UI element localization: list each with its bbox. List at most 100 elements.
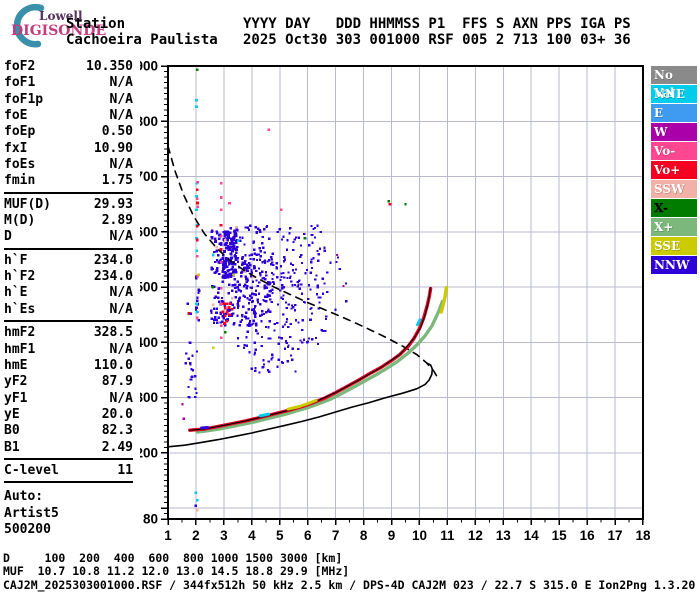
nnw-trace-segment xyxy=(200,426,210,430)
ionogram-svg: 9008007006005004003002008012345678910111… xyxy=(135,59,651,544)
spread-f-cloud-main xyxy=(220,300,223,303)
spread-f-cloud-left xyxy=(184,362,187,365)
spread-f-cloud-mid xyxy=(250,323,253,326)
spread-f-cloud-main xyxy=(215,259,219,262)
spread-f-cloud-upper xyxy=(304,272,307,275)
spread-f-cloud-mid xyxy=(292,306,295,309)
spread-f-sparse-below xyxy=(253,351,257,354)
spread-f-cloud-upper xyxy=(316,286,319,289)
param-label: fmin xyxy=(4,173,36,189)
strip-2mhz-blue xyxy=(198,289,201,293)
spread-f-cloud-upper xyxy=(292,240,295,243)
strip-2mhz-blue xyxy=(195,275,198,279)
param-label: foE xyxy=(4,108,28,124)
spread-f-cloud-mid xyxy=(284,340,288,343)
spread-f-cloud-upper xyxy=(270,256,273,259)
strip-2mhz-blue xyxy=(196,296,199,300)
spread-f-cloud-mid xyxy=(310,306,313,310)
spread-f-cloud-main xyxy=(223,313,226,316)
plot-border xyxy=(167,65,644,521)
spread-f-cloud-main xyxy=(255,253,258,256)
param-label: h`F2 xyxy=(4,269,36,285)
spread-f-cloud-main xyxy=(212,321,216,324)
param-label: foF1 xyxy=(4,75,36,91)
spread-f-cloud-main xyxy=(259,250,263,253)
spread-f-cloud-upper xyxy=(321,277,324,280)
spread-f-cloud-upper xyxy=(301,292,304,295)
spread-f-cloud-main xyxy=(213,250,216,254)
spread-f-blob-dense xyxy=(233,262,237,266)
spread-f-cloud-mid xyxy=(289,275,292,278)
spread-f-sparse-below xyxy=(276,365,279,368)
spread-f-cloud-main xyxy=(215,311,218,314)
spread-f-blob-dense xyxy=(225,258,229,262)
spread-f-cloud-mid xyxy=(280,296,283,299)
spread-f-cloud-mid xyxy=(279,278,282,282)
vo-minus-echoes xyxy=(219,324,223,328)
spread-f-blob-dense xyxy=(230,267,234,271)
vo-plus-echoes xyxy=(388,202,392,206)
spread-f-cloud-main xyxy=(218,242,221,245)
vo-plus-echoes xyxy=(196,201,200,205)
spread-f-cloud-mid xyxy=(247,317,250,320)
spread-f-cloud-main xyxy=(220,320,224,323)
spread-f-cloud-main xyxy=(268,282,271,285)
spread-f-cloud-mid xyxy=(267,326,270,329)
nne-echoes xyxy=(195,249,199,252)
spread-f-cloud-main xyxy=(259,230,262,233)
spread-f-cloud-main xyxy=(219,258,223,261)
spread-f-cloud-main xyxy=(258,229,261,232)
spread-f-blob-dense xyxy=(221,257,225,260)
spread-f-cloud-mid xyxy=(249,286,252,289)
spread-f-cloud-main xyxy=(235,229,239,232)
spread-f-cloud-main xyxy=(257,253,261,256)
spread-f-cloud-mid xyxy=(301,328,304,332)
spread-f-cloud-main xyxy=(233,232,237,236)
spread-f-sparse-below xyxy=(267,370,271,373)
spread-f-cloud-main xyxy=(215,307,219,311)
spread-f-cloud-main xyxy=(264,311,268,314)
spread-f-cloud-mid xyxy=(243,261,246,264)
param-row-fof2: foF2 10.350 xyxy=(4,59,133,75)
spread-f-cloud-upper xyxy=(289,262,292,265)
spread-f-cloud-mid xyxy=(262,312,266,315)
spread-f-cloud-upper xyxy=(283,256,286,259)
vo-plus-echoes xyxy=(219,248,223,251)
header-column-titles: Station YYYY DAY DDD HHMMSS P1 FFS S AXN… xyxy=(66,16,631,32)
spread-f-cloud-main xyxy=(234,283,237,286)
param-row-b1: B1 2.49 xyxy=(4,440,133,456)
spread-f-cloud-main xyxy=(213,307,216,311)
param-value: N/A xyxy=(109,75,133,91)
spread-f-cloud-left xyxy=(194,387,197,390)
param-value: 0.50 xyxy=(101,124,133,140)
spread-f-cloud-mid xyxy=(301,319,304,322)
spread-f-cloud-left xyxy=(187,357,190,360)
x-axis-label: 7 xyxy=(332,528,340,543)
spread-f-cloud-main xyxy=(210,309,213,313)
vo-plus-echoes xyxy=(228,302,232,306)
spread-f-cloud-left xyxy=(188,396,191,399)
spread-f-cloud-mid xyxy=(285,318,289,321)
spread-f-cloud-mid xyxy=(297,347,300,351)
spread-f-cloud-mid xyxy=(236,337,240,340)
spread-f-cloud-upper xyxy=(289,226,292,229)
sse-trace-segment-top xyxy=(439,285,448,314)
y-axis-label: 700 xyxy=(140,169,158,184)
spread-f-cloud-main xyxy=(210,317,213,320)
ssw-echoes xyxy=(251,275,255,279)
spread-f-cloud-main xyxy=(248,322,251,325)
spread-f-cloud-mid xyxy=(315,336,318,339)
spread-f-blob-dense xyxy=(234,241,238,245)
spread-f-cloud-mid xyxy=(257,267,261,270)
param-row-hmf2: hmF2 328.5 xyxy=(4,325,133,341)
vo-minus-echoes xyxy=(279,208,283,212)
spread-f-cloud-main xyxy=(235,233,238,236)
spread-f-cloud-mid xyxy=(273,329,276,332)
spread-f-blob-dense xyxy=(225,238,229,242)
spread-f-cloud-mid xyxy=(249,294,252,297)
spread-f-cloud-main xyxy=(255,230,259,234)
param-value: 20.0 xyxy=(101,406,133,422)
spread-f-cloud-main xyxy=(217,237,221,240)
spread-f-cloud-main xyxy=(244,275,247,278)
spread-f-cloud-main xyxy=(266,295,269,298)
